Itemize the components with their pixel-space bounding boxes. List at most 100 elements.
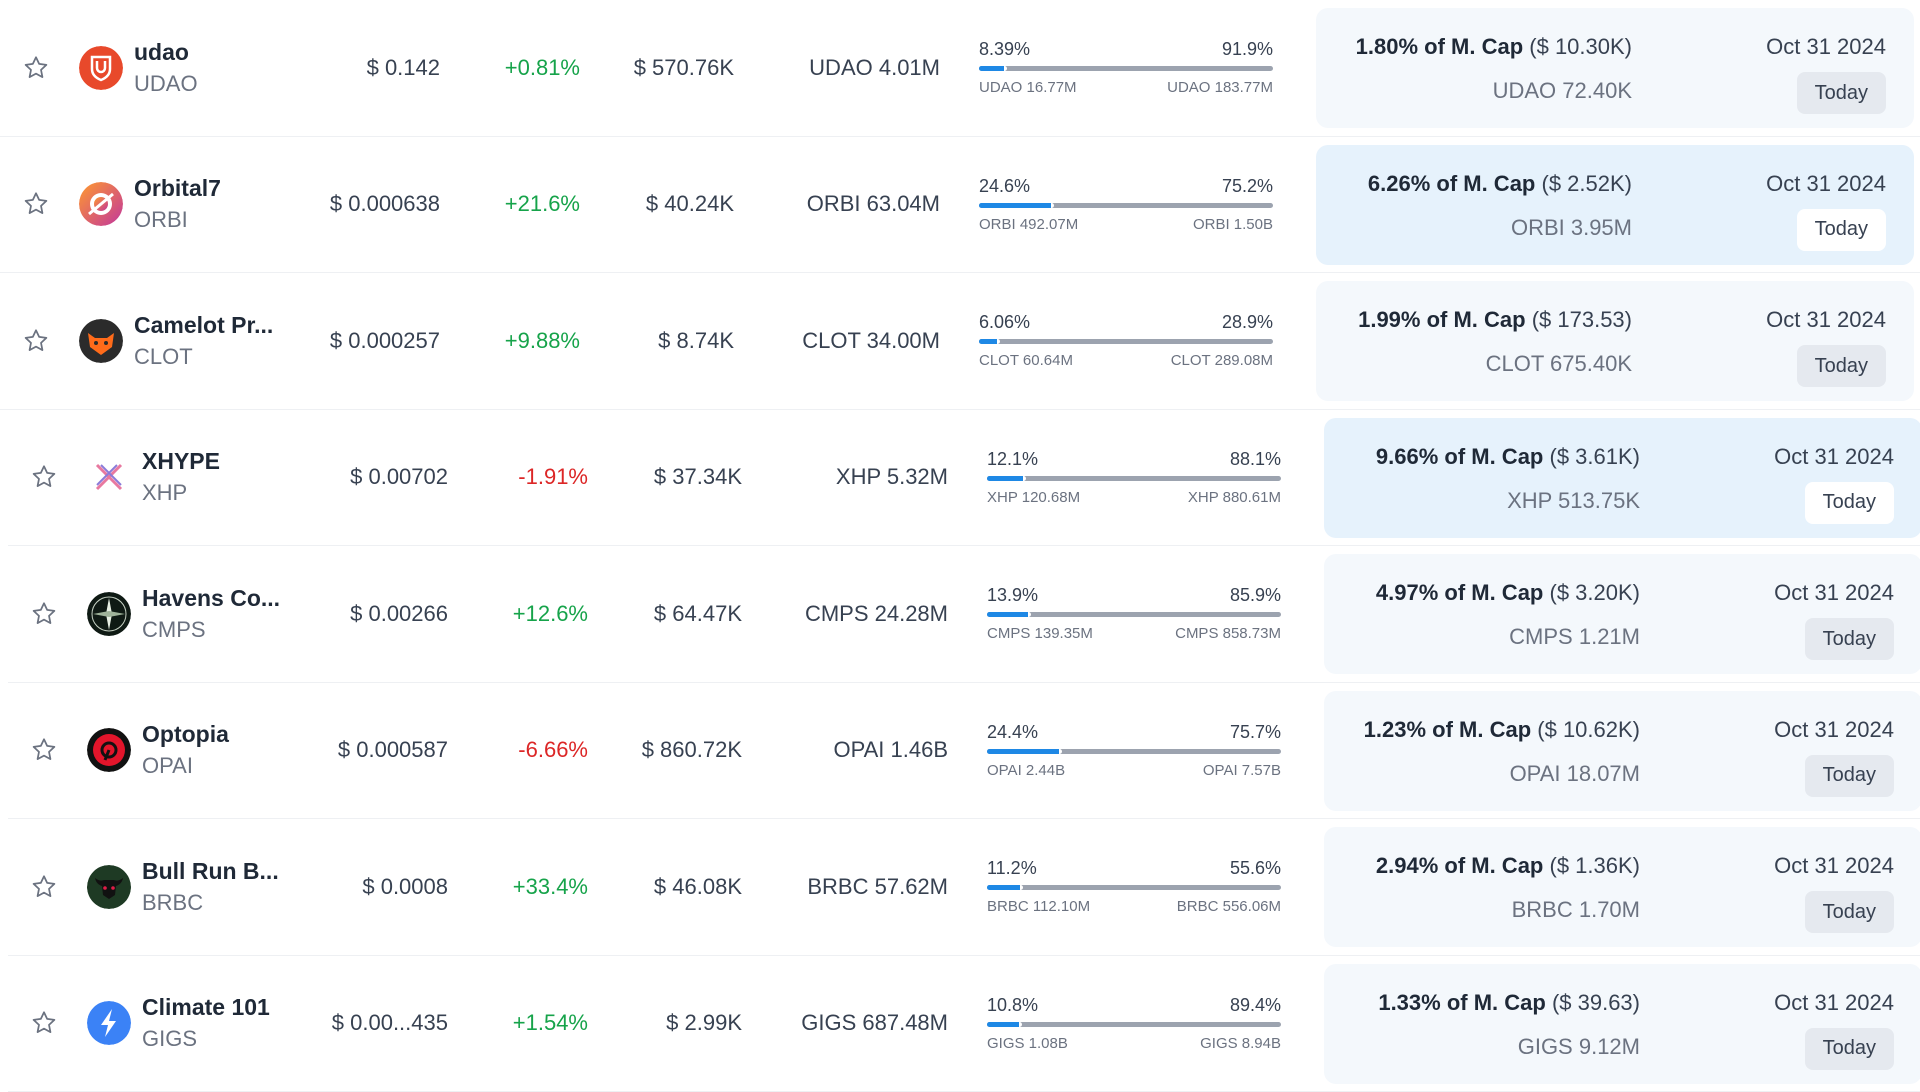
next-unlock-amount: BRBC 1.70M — [1512, 897, 1640, 923]
token-name-cell[interactable]: Bull Run B... BRBC — [142, 819, 317, 955]
token-name-cell[interactable]: udao UDAO — [134, 0, 309, 136]
unlocked-amount: ORBI 492.07M — [979, 216, 1078, 233]
unlocked-amount: OPAI 2.44B — [987, 762, 1065, 779]
locked-percent: 91.9% — [1222, 39, 1273, 60]
next-unlock-percent: 1.33% of M. Cap — [1378, 990, 1545, 1015]
locked-amount: ORBI 1.50B — [1193, 216, 1273, 233]
next-unlock-date: Oct 31 2024 — [1774, 444, 1894, 470]
table-row[interactable]: udao UDAO $ 0.142 +0.81% $ 570.76K UDAO … — [0, 0, 1920, 137]
favorite-star-icon[interactable] — [26, 683, 62, 819]
next-unlock-mcap: 6.26% of M. Cap ($ 2.52K) — [1368, 171, 1632, 197]
unlock-progress: 12.1% 88.1% XHP 120.68M XHP 880.61M — [987, 410, 1281, 546]
token-name-cell[interactable]: XHYPE XHP — [142, 410, 317, 546]
next-unlock-card[interactable]: 6.26% of M. Cap ($ 2.52K) ORBI 3.95M Oct… — [1316, 145, 1914, 265]
today-badge: Today — [1805, 618, 1894, 660]
favorite-star-icon[interactable] — [18, 137, 54, 273]
token-name[interactable]: Climate 101 — [142, 991, 270, 1023]
circulating-supply: GIGS 687.48M — [768, 956, 948, 1092]
today-badge: Today — [1797, 209, 1886, 251]
unlocked-amount: GIGS 1.08B — [987, 1035, 1068, 1052]
unlocked-amount: BRBC 112.10M — [987, 898, 1090, 915]
favorite-star-icon[interactable] — [18, 273, 54, 409]
next-unlock-mcap: 1.33% of M. Cap ($ 39.63) — [1378, 990, 1640, 1016]
token-price: $ 0.000257 — [300, 273, 440, 409]
next-unlock-card[interactable]: 1.23% of M. Cap ($ 10.62K) OPAI 18.07M O… — [1324, 691, 1920, 811]
next-unlock-usd: ($ 3.61K) — [1550, 444, 1641, 469]
next-unlock-mcap: 1.99% of M. Cap ($ 173.53) — [1358, 307, 1632, 333]
token-name-cell[interactable]: Havens Co... CMPS — [142, 546, 317, 682]
circulating-supply: CLOT 34.00M — [760, 273, 940, 409]
today-badge: Today — [1805, 891, 1894, 933]
unlock-progress-fill — [987, 885, 1023, 890]
next-unlock-usd: ($ 10.30K) — [1529, 34, 1632, 59]
token-name[interactable]: udao — [134, 36, 189, 68]
next-unlock-card[interactable]: 1.99% of M. Cap ($ 173.53) CLOT 675.40K … — [1316, 281, 1914, 401]
favorite-star-icon[interactable] — [26, 956, 62, 1092]
token-name[interactable]: Orbital7 — [134, 172, 221, 204]
price-change-24h: +9.88% — [460, 273, 580, 409]
unlocked-amount: CLOT 60.64M — [979, 352, 1073, 369]
unlock-progress-bar — [987, 476, 1281, 481]
unlocked-percent: 13.9% — [987, 585, 1038, 606]
unlock-progress: 8.39% 91.9% UDAO 16.77M UDAO 183.77M — [979, 0, 1273, 136]
next-unlock-mcap: 4.97% of M. Cap ($ 3.20K) — [1376, 580, 1640, 606]
udao-shield-logo-icon — [78, 0, 124, 136]
favorite-star-icon[interactable] — [18, 0, 54, 136]
favorite-star-icon[interactable] — [26, 410, 62, 546]
token-name-cell[interactable]: Climate 101 GIGS — [142, 956, 317, 1092]
token-price: $ 0.00...435 — [308, 956, 448, 1092]
table-row[interactable]: XHYPE XHP $ 0.00702 -1.91% $ 37.34K XHP … — [8, 410, 1920, 547]
token-name[interactable]: Bull Run B... — [142, 855, 279, 887]
table-row[interactable]: Optopia OPAI $ 0.000587 -6.66% $ 860.72K… — [8, 683, 1920, 820]
unlock-progress: 24.6% 75.2% ORBI 492.07M ORBI 1.50B — [979, 137, 1273, 273]
token-symbol: CMPS — [142, 614, 206, 646]
unlock-progress-fill — [979, 339, 1000, 344]
next-unlock-mcap: 1.23% of M. Cap ($ 10.62K) — [1364, 717, 1640, 743]
unlocked-amount: CMPS 139.35M — [987, 625, 1093, 642]
token-name-cell[interactable]: Orbital7 ORBI — [134, 137, 309, 273]
next-unlock-amount: XHP 513.75K — [1507, 488, 1640, 514]
locked-amount: BRBC 556.06M — [1177, 898, 1281, 915]
locked-percent: 28.9% — [1222, 312, 1273, 333]
unlock-progress-bar — [979, 203, 1273, 208]
token-name-cell[interactable]: Optopia OPAI — [142, 683, 317, 819]
next-unlock-card[interactable]: 1.33% of M. Cap ($ 39.63) GIGS 9.12M Oct… — [1324, 964, 1920, 1084]
favorite-star-icon[interactable] — [26, 546, 62, 682]
unlock-progress-fill — [987, 476, 1026, 481]
circulating-supply: CMPS 24.28M — [768, 546, 948, 682]
next-unlock-amount: CMPS 1.21M — [1509, 624, 1640, 650]
next-unlock-card[interactable]: 2.94% of M. Cap ($ 1.36K) BRBC 1.70M Oct… — [1324, 827, 1920, 947]
token-name[interactable]: Optopia — [142, 718, 229, 750]
token-price: $ 0.142 — [300, 0, 440, 136]
next-unlock-card[interactable]: 4.97% of M. Cap ($ 3.20K) CMPS 1.21M Oct… — [1324, 554, 1920, 674]
table-row[interactable]: Bull Run B... BRBC $ 0.0008 +33.4% $ 46.… — [8, 819, 1920, 956]
next-unlock-amount: UDAO 72.40K — [1493, 78, 1632, 104]
locked-percent: 85.9% — [1230, 585, 1281, 606]
unlock-progress-fill — [987, 1022, 1022, 1027]
next-unlock-card[interactable]: 9.66% of M. Cap ($ 3.61K) XHP 513.75K Oc… — [1324, 418, 1920, 538]
next-unlock-percent: 9.66% of M. Cap — [1376, 444, 1543, 469]
token-name-cell[interactable]: Camelot Pr... CLOT — [134, 273, 309, 409]
next-unlock-usd: ($ 173.53) — [1532, 307, 1632, 332]
table-row[interactable]: Havens Co... CMPS $ 0.00266 +12.6% $ 64.… — [8, 546, 1920, 683]
table-row[interactable]: Camelot Pr... CLOT $ 0.000257 +9.88% $ 8… — [0, 273, 1920, 410]
token-name[interactable]: Camelot Pr... — [134, 309, 273, 341]
table-row[interactable]: Climate 101 GIGS $ 0.00...435 +1.54% $ 2… — [8, 956, 1920, 1092]
next-unlock-percent: 1.99% of M. Cap — [1358, 307, 1525, 332]
table-row[interactable]: Orbital7 ORBI $ 0.000638 +21.6% $ 40.24K… — [0, 137, 1920, 274]
trading-volume: $ 8.74K — [600, 273, 734, 409]
token-symbol: OPAI — [142, 750, 193, 782]
locked-percent: 89.4% — [1230, 995, 1281, 1016]
bull-logo-icon — [86, 819, 132, 955]
token-name[interactable]: XHYPE — [142, 445, 220, 477]
token-symbol: UDAO — [134, 68, 198, 100]
token-price: $ 0.00702 — [308, 410, 448, 546]
next-unlock-card[interactable]: 1.80% of M. Cap ($ 10.30K) UDAO 72.40K O… — [1316, 8, 1914, 128]
token-price: $ 0.0008 — [308, 819, 448, 955]
unlock-progress-fill — [979, 66, 1007, 71]
token-name[interactable]: Havens Co... — [142, 582, 280, 614]
unlock-progress-bar — [979, 66, 1273, 71]
token-price: $ 0.000587 — [308, 683, 448, 819]
next-unlock-mcap: 2.94% of M. Cap ($ 1.36K) — [1376, 853, 1640, 879]
favorite-star-icon[interactable] — [26, 819, 62, 955]
